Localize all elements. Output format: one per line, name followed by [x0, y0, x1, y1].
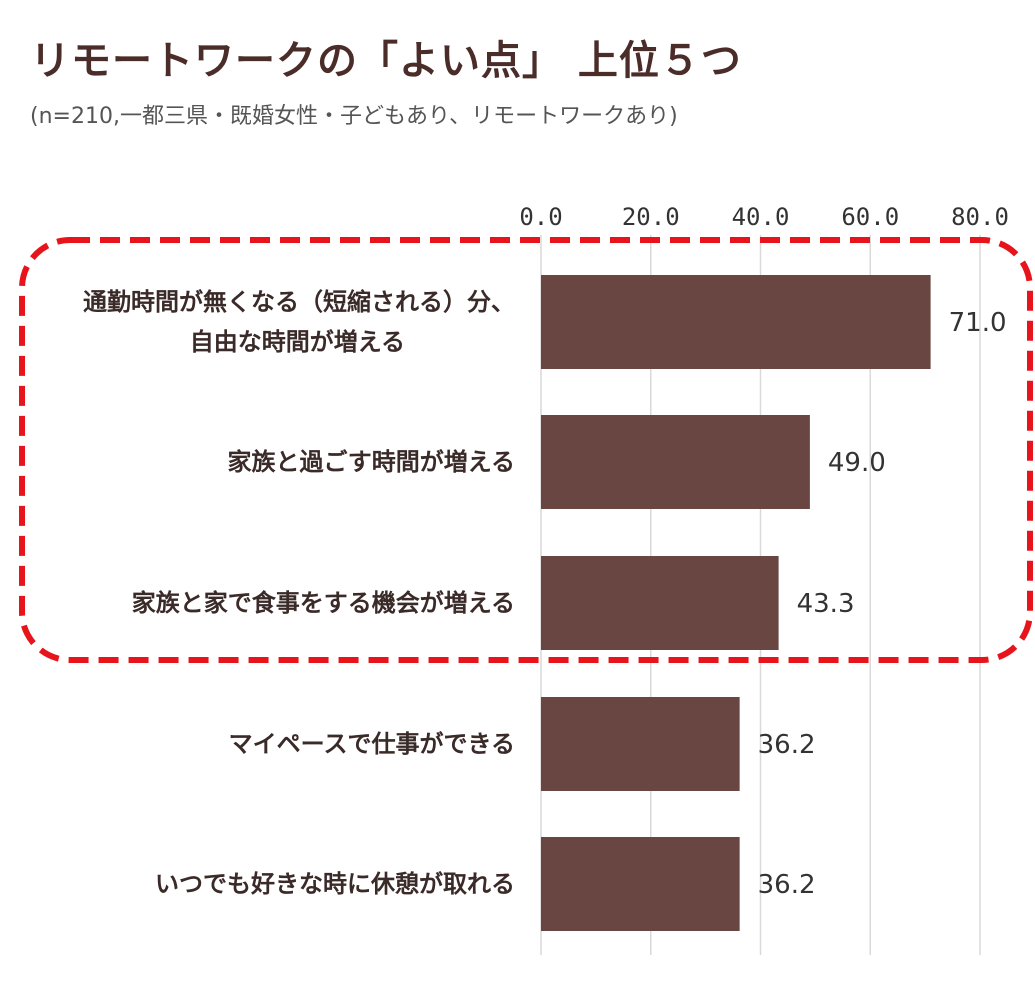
- tick-label: 20.0: [622, 203, 680, 231]
- category-label-line: いつでも好きな時に休憩が取れる: [155, 870, 515, 898]
- tick-label: 80.0: [951, 203, 1009, 231]
- data-label: 36.2: [758, 730, 816, 760]
- category-label: マイペースで仕事ができる: [229, 724, 515, 764]
- category-label: 家族と過ごす時間が増える: [227, 442, 515, 482]
- category-label-line: 家族と過ごす時間が増える: [227, 448, 515, 476]
- bar: [541, 275, 931, 369]
- category-label-line: 通勤時間が無くなる（短縮される）分、: [83, 288, 515, 316]
- data-label: 36.2: [758, 870, 816, 900]
- tick-label: 40.0: [732, 203, 790, 231]
- bar: [541, 415, 810, 509]
- category-label-line: マイペースで仕事ができる: [228, 730, 515, 758]
- bar: [541, 697, 740, 791]
- bar: [541, 556, 779, 650]
- category-label: 通勤時間が無くなる（短縮される）分、 自由な時間が増える: [83, 282, 515, 362]
- data-label: 43.3: [797, 589, 855, 619]
- category-label-line: 家族と家で食事をする機会が増える: [131, 589, 515, 617]
- data-label: 49.0: [828, 448, 886, 478]
- category-label: 家族と家で食事をする機会が増える: [132, 583, 515, 623]
- chart-title: リモートワークの「よい点」 上位５つ: [30, 38, 742, 84]
- category-label-line: 自由な時間が増える: [189, 328, 405, 356]
- tick-label: 60.0: [841, 203, 899, 231]
- highlight-box: [19, 237, 1033, 663]
- category-label: いつでも好きな時に休憩が取れる: [155, 864, 515, 904]
- bar: [541, 837, 740, 931]
- chart-subtitle: (n=210,一都三県・既婚女性・子どもあり、リモートワークあり): [30, 104, 678, 129]
- data-label: 71.0: [949, 308, 1007, 338]
- tick-label: 0.0: [519, 203, 562, 231]
